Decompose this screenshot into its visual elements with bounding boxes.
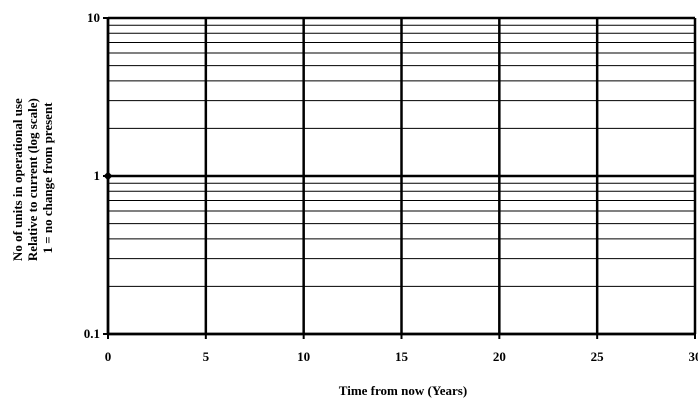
y-tick-label: 0.1 [84,326,100,341]
x-tick-label: 10 [297,349,310,364]
y-tick-label: 1 [94,168,101,183]
grid-lines [108,18,695,334]
y-axis-title-line-3: 1 = no change from present [40,102,55,254]
data-points [104,172,113,181]
x-tick-label: 5 [203,349,210,364]
x-tick-label: 0 [105,349,112,364]
x-axis-title: Time from now (Years) [339,383,467,398]
x-tick-label: 15 [395,349,409,364]
y-axis-title-line-2: Relative to current (log scale) [25,98,40,261]
x-tick-label: 25 [591,349,605,364]
y-axis-title: No of units in operational use Relative … [10,95,55,261]
y-axis-title-line-1: No of units in operational use [10,98,25,261]
data-point-diamond [104,172,113,181]
axis-ticks: 0.1 1 10 0 5 10 15 20 25 30 [84,10,698,364]
x-tick-label: 20 [493,349,506,364]
y-tick-label: 10 [87,10,100,25]
x-tick-label: 30 [689,349,698,364]
